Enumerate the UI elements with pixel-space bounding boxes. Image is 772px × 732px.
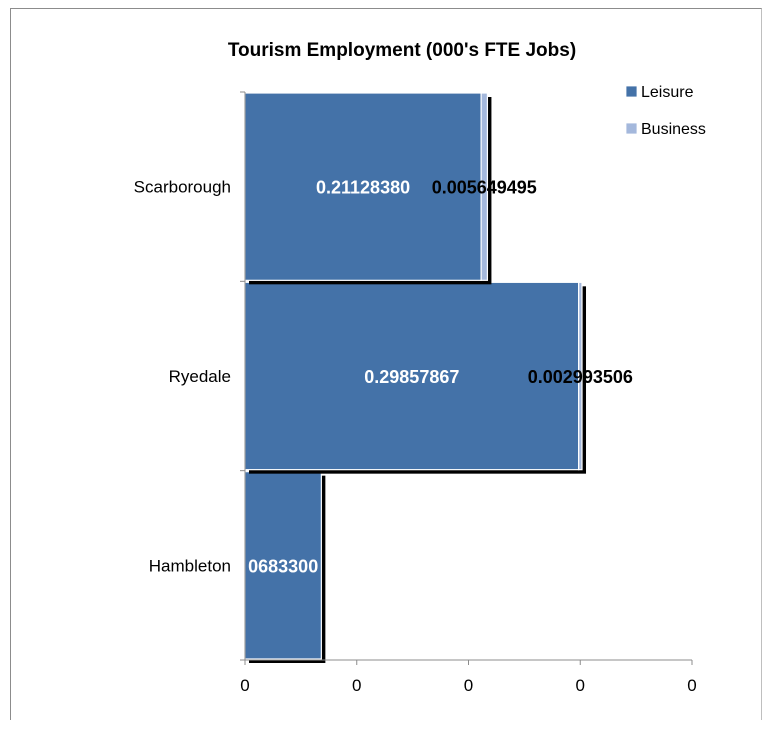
bar-business-ryedale [578,281,583,471]
bar-leisure-hambleton [244,471,322,660]
legend-swatch-business [625,122,638,135]
chart-frame [10,8,762,720]
legend: Leisure Business [625,84,706,138]
bar-business-scarborough [480,92,489,281]
x-tick-label: 0 [240,676,249,695]
legend-label-business: Business [641,121,706,138]
x-tick-label: 0 [576,676,585,695]
data-label-business: 0.002993506 [528,367,633,387]
data-label-leisure: 0.21128380 [316,178,410,198]
legend-label-leisure: Leisure [641,84,694,101]
data-label-leisure: 0.29857867 [364,367,459,387]
legend-swatch-leisure [625,85,638,98]
labels-layer: Hambleton Ryedale Scarborough 0683300 0.2985… [134,178,633,577]
chart-title: Tourism Employment (000's FTE Jobs) [228,40,576,61]
bar-leisure-scarborough [244,92,482,281]
axis-layer: 0 0 0 0 0 [240,91,697,695]
category-label: Hambleton [149,556,231,575]
x-tick-label: 0 [464,676,473,695]
category-label: Ryedale [169,367,231,386]
x-tick-label: 0 [687,676,696,695]
category-label: Scarborough [134,178,231,197]
bars-layer [244,92,587,663]
data-label-business: 0.005649495 [432,178,537,198]
data-label-leisure: 0683300 [248,556,318,576]
bar-leisure-ryedale [244,281,580,471]
x-tick-label: 0 [352,676,361,695]
